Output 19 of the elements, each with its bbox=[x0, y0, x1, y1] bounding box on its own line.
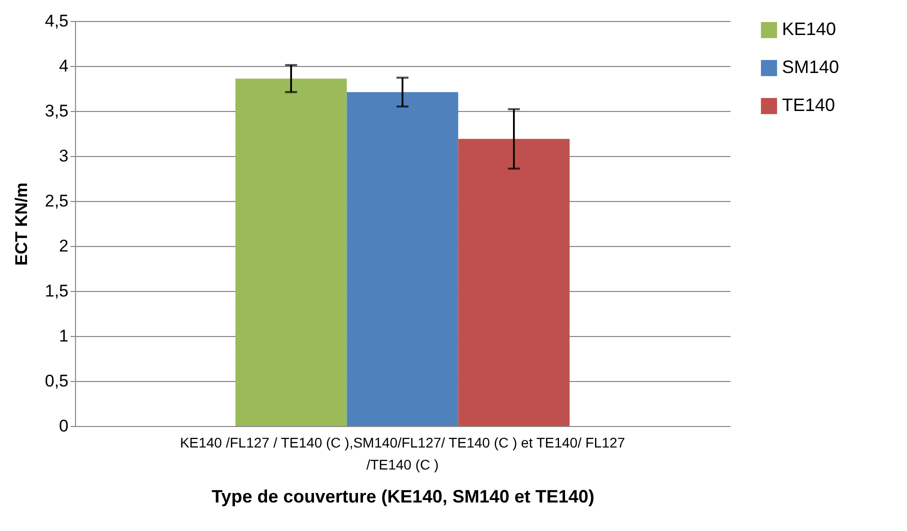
y-axis-title: ECT KN/m bbox=[12, 182, 31, 266]
legend-label: TE140 bbox=[782, 95, 836, 115]
y-tick-label: 1 bbox=[59, 326, 68, 346]
y-tick-label: 2,5 bbox=[44, 192, 68, 210]
y-tick-label: 0,5 bbox=[44, 372, 68, 390]
legend-label: SM140 bbox=[782, 57, 840, 77]
bar bbox=[458, 138, 570, 426]
y-tick-label: 4,5 bbox=[44, 12, 68, 30]
y-tick-label: 2 bbox=[59, 236, 68, 256]
y-tick-label: 1,5 bbox=[44, 282, 68, 300]
y-tick-label: 3,5 bbox=[44, 102, 68, 120]
bar bbox=[346, 92, 458, 426]
x-tick-label: KE140 /FL127 / TE140 (C ),SM140/FL127/ TE140 (C ) et TE140/ FL127 /TE140 (C ) bbox=[180, 434, 626, 472]
legend-label: KE140 bbox=[782, 19, 836, 39]
y-tick-label: 0 bbox=[59, 416, 68, 436]
y-tick-label: 4 bbox=[59, 56, 68, 76]
y-tick-label: 3 bbox=[59, 146, 68, 166]
x-axis-title: Type de couverture (KE140, SM140 et TE140) bbox=[212, 486, 594, 506]
bar bbox=[235, 78, 347, 426]
